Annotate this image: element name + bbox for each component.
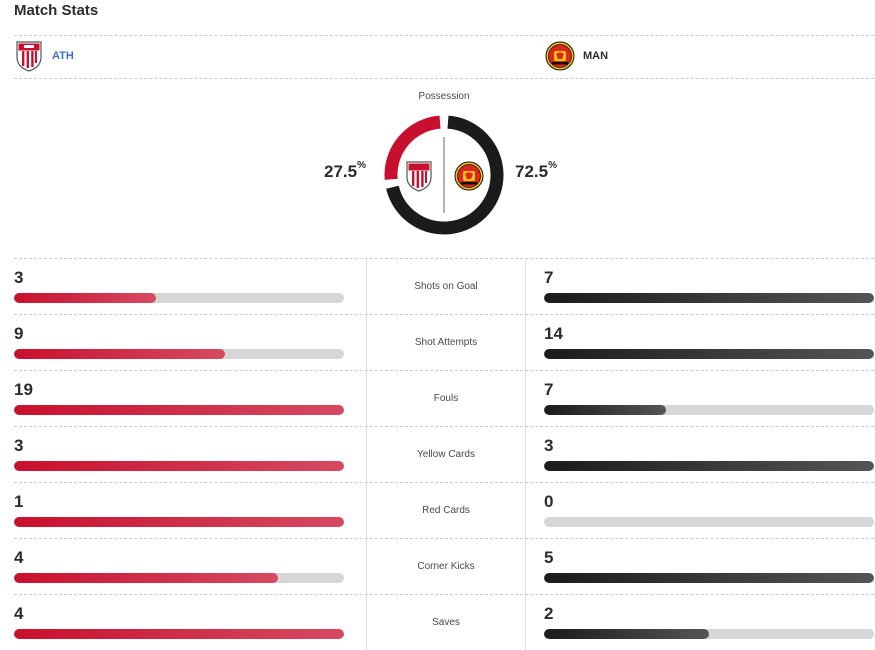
- away-team[interactable]: MAN: [545, 40, 608, 72]
- home-stat-value: 1: [14, 492, 24, 511]
- away-stat-bar: [544, 349, 874, 359]
- away-stat-value: 7: [544, 268, 554, 287]
- stat-row: 4 Corner Kicks 5: [14, 538, 874, 594]
- home-possession-arc: [384, 115, 441, 180]
- athletic-club-crest-icon: [14, 40, 44, 72]
- home-team-abbr: ATH: [52, 50, 74, 62]
- divider: [14, 35, 874, 36]
- home-stat-value: 3: [14, 436, 24, 455]
- row-divider: [14, 482, 874, 483]
- home-stat-bar: [14, 517, 344, 527]
- away-stat-value: 3: [544, 436, 554, 455]
- possession-label: Possession: [418, 91, 470, 102]
- stat-row: 1 Red Cards 0: [14, 482, 874, 538]
- stat-label: Shots on Goal: [366, 258, 526, 314]
- home-stat-bar-fill: [14, 349, 226, 359]
- away-stat-value: 5: [544, 548, 554, 567]
- home-stat-value: 3: [14, 268, 24, 287]
- stat-label: Saves: [366, 594, 526, 650]
- home-stat-value: 4: [14, 604, 24, 623]
- stat-row: 3 Shots on Goal 7: [14, 258, 874, 314]
- away-stat-bar-fill: [544, 405, 667, 415]
- away-stat-bar: [544, 405, 874, 415]
- away-stat-bar-fill: [544, 573, 874, 583]
- row-divider: [14, 370, 874, 371]
- home-stat-bar: [14, 461, 344, 471]
- away-stat-bar-fill: [544, 461, 874, 471]
- away-stat-bar-fill: [544, 293, 874, 303]
- home-stat-bar-fill: [14, 293, 156, 303]
- away-stat-value: 0: [544, 492, 554, 511]
- home-stat-value: 9: [14, 324, 24, 343]
- section-title: Match Stats: [14, 2, 99, 19]
- away-stat-value: 14: [544, 324, 563, 343]
- away-stat-bar: [544, 573, 874, 583]
- stat-label: Fouls: [366, 370, 526, 426]
- home-stat-bar: [14, 405, 344, 415]
- away-stat-bar-fill: [544, 629, 709, 639]
- home-stat-bar-fill: [14, 461, 344, 471]
- home-stat-bar: [14, 573, 344, 583]
- row-divider: [14, 258, 874, 259]
- away-stat-bar: [544, 293, 874, 303]
- stat-label: Corner Kicks: [366, 538, 526, 594]
- stat-row: 4 Saves 2: [14, 594, 874, 650]
- manchester-united-crest-icon: [545, 40, 575, 72]
- home-stat-bar-fill: [14, 573, 278, 583]
- row-divider: [14, 594, 874, 595]
- away-stat-value: 7: [544, 380, 554, 399]
- home-stat-bar-fill: [14, 629, 344, 639]
- stat-row: 3 Yellow Cards 3: [14, 426, 874, 482]
- away-stat-bar-fill: [544, 349, 874, 359]
- away-stat-bar: [544, 629, 874, 639]
- possession-donut: [384, 115, 504, 235]
- away-team-abbr: MAN: [583, 50, 609, 62]
- away-possession: 72.5%: [515, 160, 557, 181]
- home-stat-value: 19: [14, 380, 33, 399]
- manchester-united-crest-icon: [454, 161, 484, 191]
- home-stat-bar: [14, 349, 344, 359]
- row-divider: [14, 538, 874, 539]
- away-stat-value: 2: [544, 604, 554, 623]
- divider: [14, 78, 874, 79]
- stat-row: 19 Fouls 7: [14, 370, 874, 426]
- row-divider: [14, 314, 874, 315]
- away-stat-bar: [544, 517, 874, 527]
- stat-label: Yellow Cards: [366, 426, 526, 482]
- home-stat-bar-fill: [14, 405, 344, 415]
- home-possession: 27.5%: [324, 160, 366, 181]
- stat-row: 9 Shot Attempts 14: [14, 314, 874, 370]
- home-stat-bar: [14, 293, 344, 303]
- home-stat-value: 4: [14, 548, 24, 567]
- stat-label: Shot Attempts: [366, 314, 526, 370]
- athletic-club-crest-icon: [406, 161, 432, 192]
- home-team[interactable]: ATH: [14, 40, 74, 72]
- row-divider: [14, 426, 874, 427]
- home-stat-bar-fill: [14, 517, 344, 527]
- away-stat-bar: [544, 461, 874, 471]
- home-stat-bar: [14, 629, 344, 639]
- stat-label: Red Cards: [366, 482, 526, 538]
- away-possession-arc: [386, 115, 504, 235]
